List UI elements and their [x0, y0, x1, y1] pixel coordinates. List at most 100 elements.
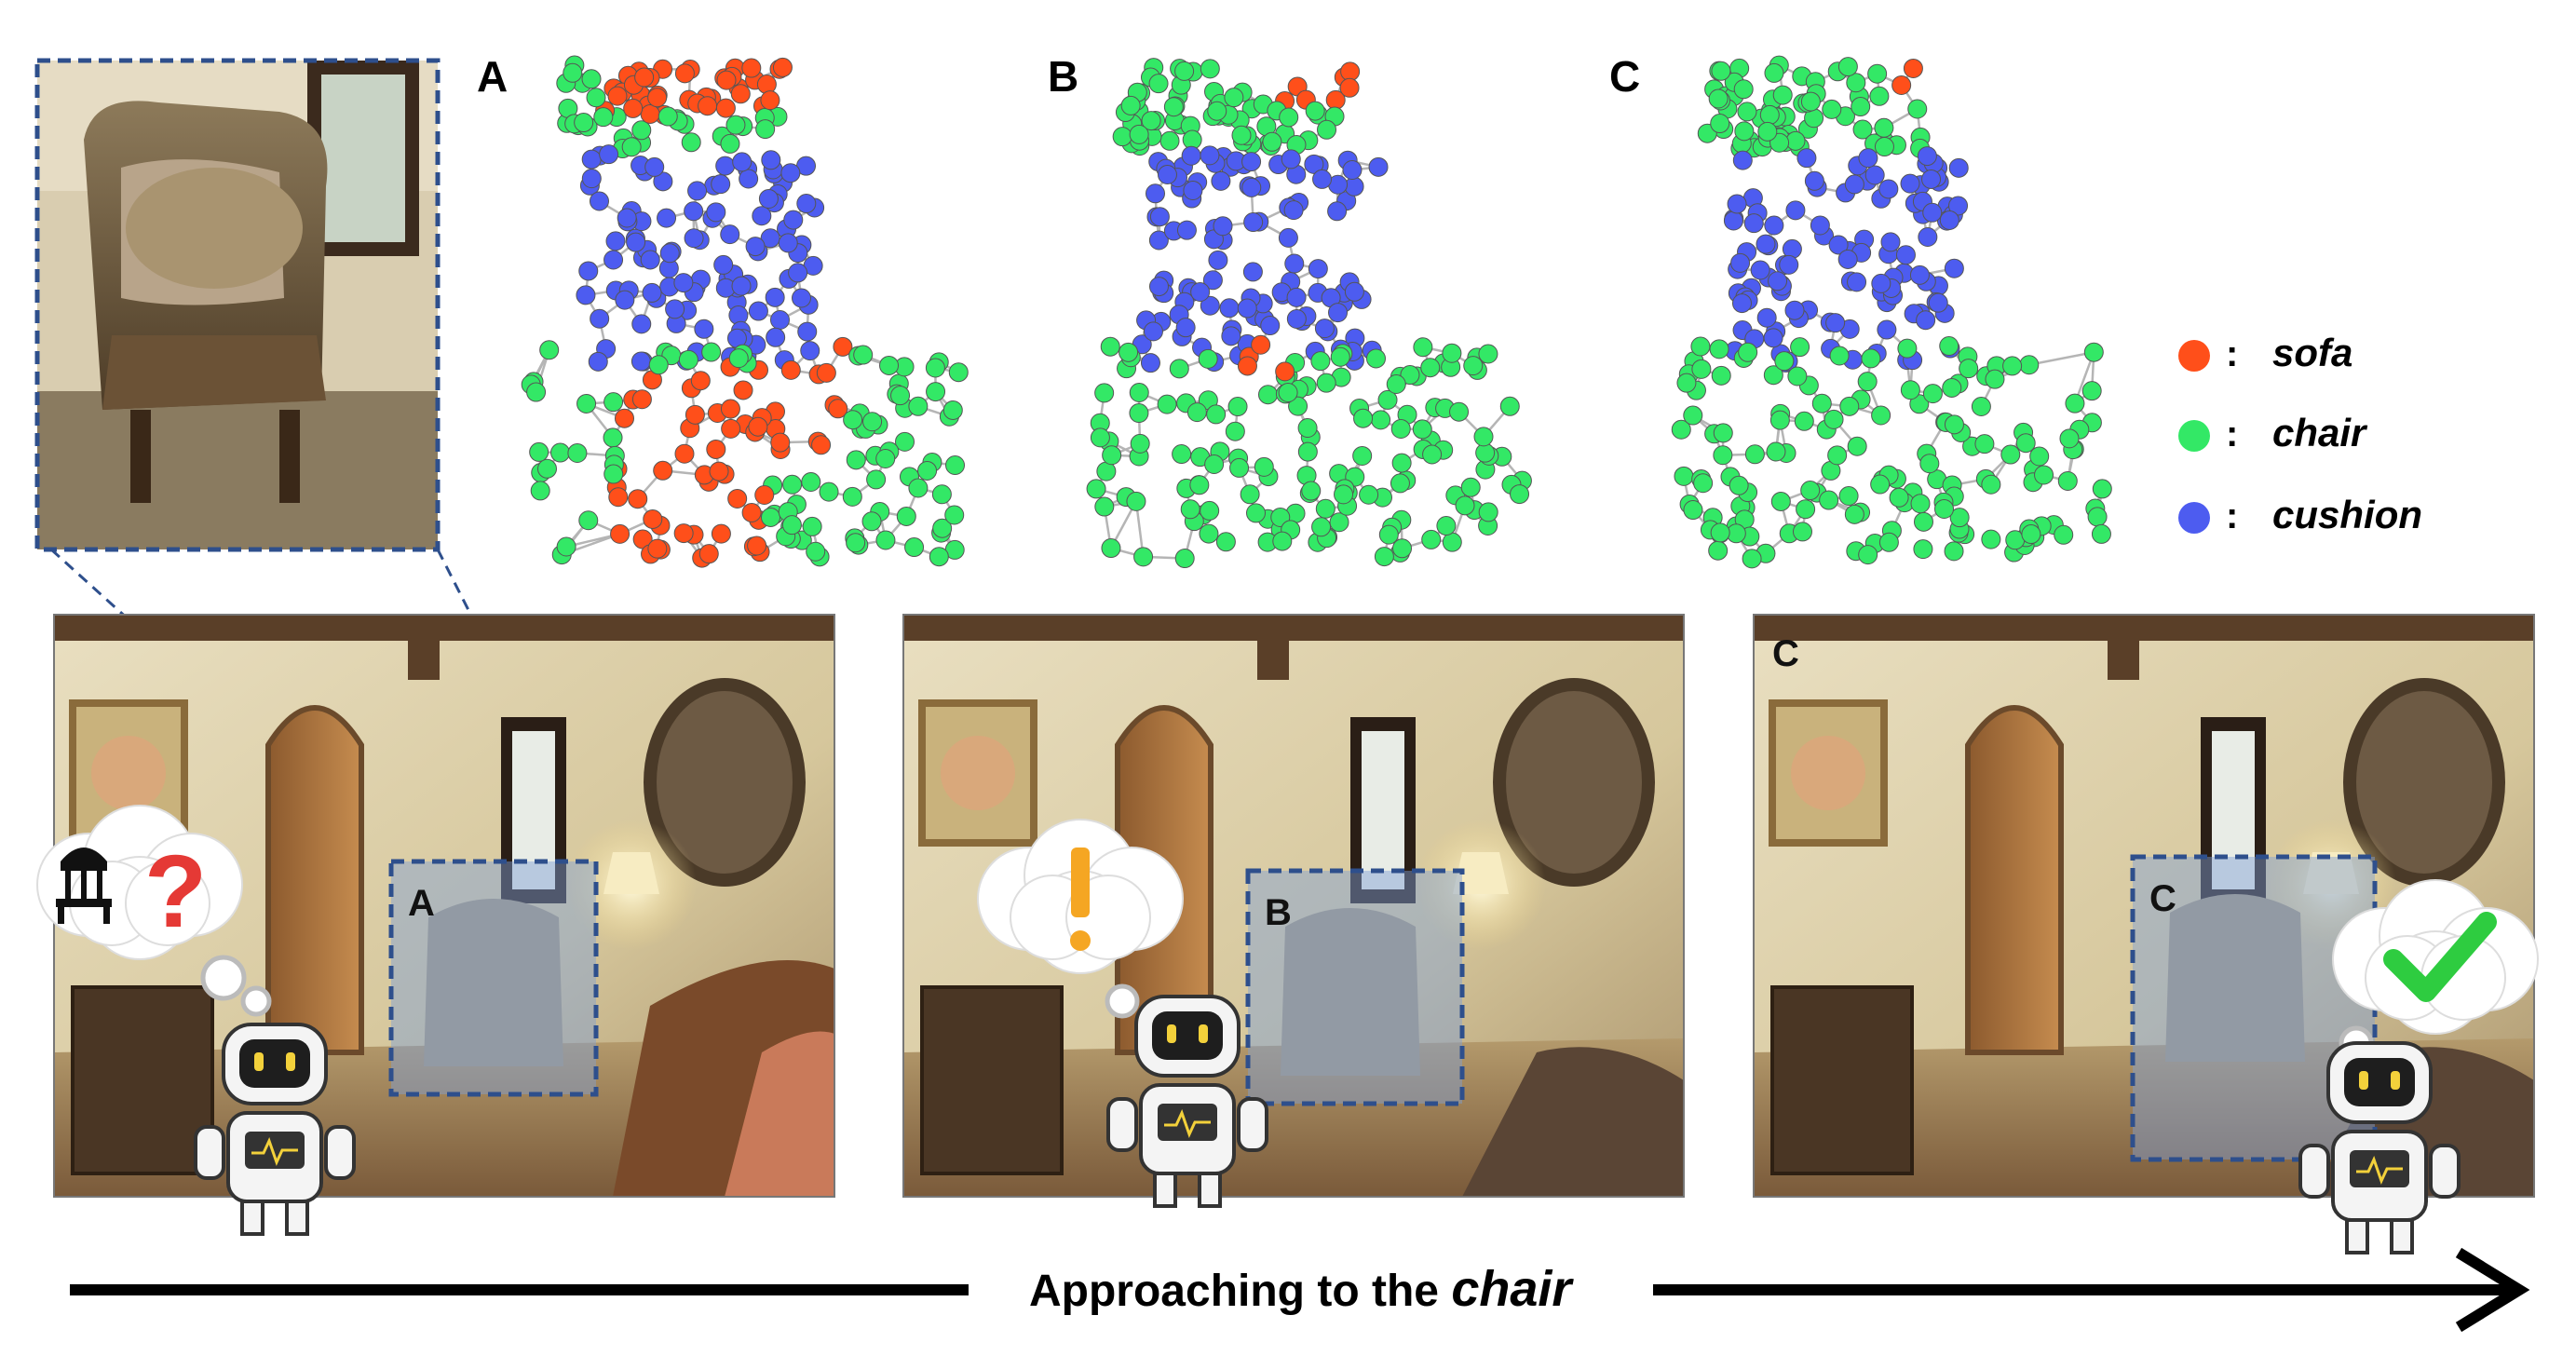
legend-separator: : [2226, 414, 2238, 454]
chair-node [1305, 101, 1325, 121]
chair-node [1869, 86, 1890, 106]
graph-edge [2028, 350, 2095, 366]
chair-node [1227, 397, 1248, 417]
legend-label-sofa: sofa [2272, 331, 2352, 374]
cushion-node [1785, 200, 1806, 221]
chair-node [1199, 523, 1219, 544]
cushion-node [1944, 258, 1964, 278]
chair-node [1478, 502, 1498, 522]
cushion-node [1916, 310, 1936, 331]
chair-node [1257, 385, 1278, 405]
cushion-node [1286, 287, 1307, 307]
point-cloud-graph-C [1671, 55, 2112, 569]
chair-node [1769, 410, 1790, 430]
cushion-node [687, 181, 708, 201]
chair-node [563, 62, 583, 83]
legend-label-chair: chair [2272, 411, 2368, 454]
sofa-node [730, 84, 751, 104]
chair-node [1436, 516, 1457, 536]
chair-node [1790, 337, 1810, 358]
sofa-node [816, 362, 836, 383]
chair-node [926, 382, 946, 402]
chair-node [755, 119, 776, 140]
cushion-node [1211, 170, 1231, 191]
chair-node [2059, 428, 2080, 449]
sofa-node [643, 508, 663, 529]
sofa-node [690, 371, 711, 391]
cushion-node [1796, 148, 1817, 169]
chair-node [1371, 410, 1391, 430]
chair-node [1713, 423, 1733, 443]
chair-node [875, 448, 896, 468]
chair-node [1708, 540, 1729, 561]
chair-node [2081, 381, 2102, 401]
sofa-node [772, 57, 793, 77]
chair-node [932, 518, 953, 538]
cushion-node [684, 201, 704, 222]
arrow-head-icon [2455, 1247, 2530, 1333]
chair-node [894, 431, 915, 452]
cushion-node [1286, 308, 1307, 329]
chair-node [929, 547, 949, 567]
cushion-node [1784, 300, 1805, 320]
cushion-node [1202, 270, 1223, 291]
chair-node [1086, 479, 1106, 499]
chair-node [853, 345, 874, 365]
sofa-node [1275, 361, 1295, 382]
cushion-node [588, 351, 608, 372]
cushion-node [642, 282, 662, 303]
chair-node [1229, 457, 1250, 478]
cushion-node [630, 351, 651, 372]
sofa-node [711, 523, 731, 544]
chair-node [1442, 532, 1462, 552]
cushion-node [1730, 252, 1751, 273]
cushion-node [1768, 271, 1788, 292]
chair-node [1102, 445, 1122, 466]
legend-item-chair: : chair [2178, 411, 2368, 454]
chair-node [1374, 547, 1394, 567]
chair-node [1353, 408, 1374, 428]
sofa-node [1237, 356, 1257, 376]
sofa-node [741, 58, 762, 78]
chair-node [1365, 348, 1386, 369]
chair-node [578, 510, 599, 531]
sofa-node [770, 432, 791, 453]
chair-node [1101, 538, 1121, 559]
chair-node [1729, 475, 1749, 495]
chair-node [1671, 419, 1691, 440]
chair-node [631, 120, 652, 141]
graph-nodes [521, 55, 969, 568]
sofa-node [780, 359, 801, 380]
chair-node [1329, 512, 1349, 533]
chair-node [1934, 498, 1955, 519]
chair-node [681, 132, 701, 153]
chair-node [1710, 522, 1730, 543]
cushion-node [1727, 194, 1747, 214]
chair-node [539, 340, 560, 360]
cushion-node [1858, 148, 1878, 169]
chair-node [725, 115, 746, 135]
chair-node [2021, 524, 2041, 545]
room-frame-1: A? [36, 614, 835, 1236]
cushion-node [1763, 328, 1783, 348]
chair-node [861, 511, 882, 532]
point-cloud-graph-A [521, 55, 969, 568]
cushion-node [1283, 200, 1304, 221]
cushion-node [1922, 202, 1943, 223]
chair-node [1130, 433, 1150, 454]
chair-node [1811, 393, 1832, 414]
chair-node [842, 486, 862, 507]
chair-node [1186, 402, 1207, 423]
chair-node [1874, 117, 1894, 138]
sofa-node [674, 63, 695, 84]
cushion-node [713, 254, 734, 275]
cushion-node [1939, 210, 1959, 230]
chair-node [908, 478, 929, 498]
chair-node [1763, 365, 1783, 386]
chair-node [1129, 403, 1149, 424]
cushion-node [761, 150, 781, 170]
cushion-node [1918, 226, 1938, 247]
chair-node [1352, 445, 1373, 466]
cushion-node [1828, 235, 1849, 255]
cushion-node [752, 206, 772, 226]
